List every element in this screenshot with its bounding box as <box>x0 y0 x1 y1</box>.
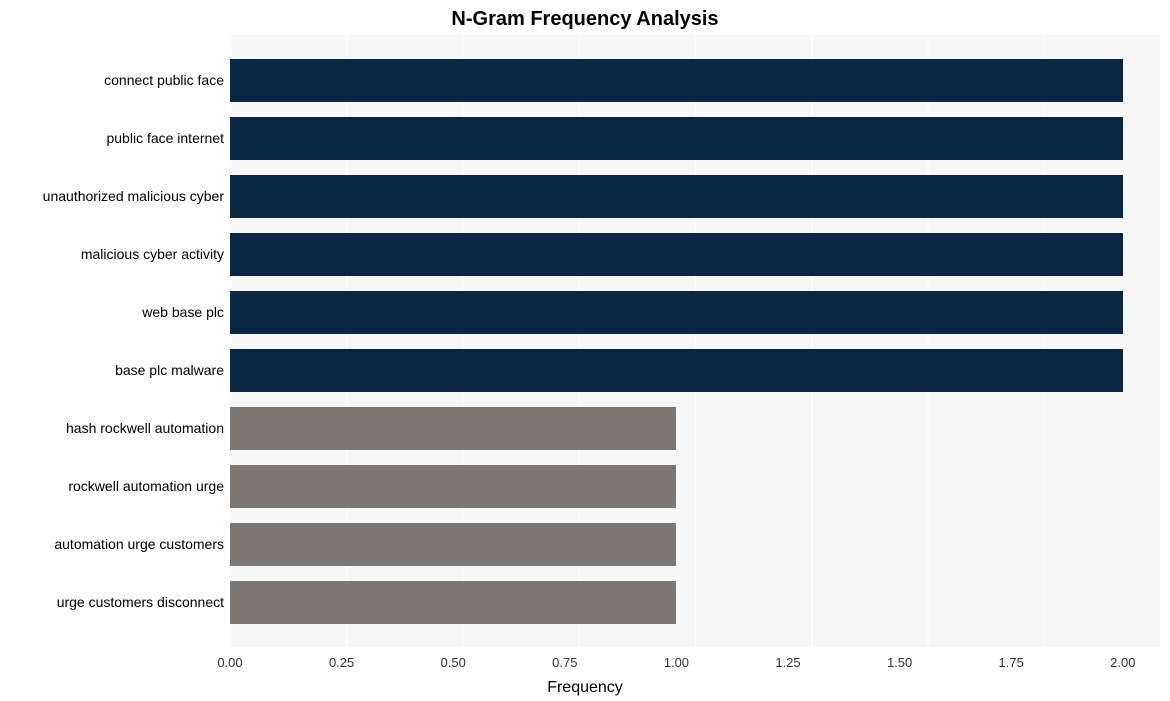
y-category-label: base plc malware <box>10 362 230 378</box>
bar-row: unauthorized malicious cyber <box>10 167 1160 225</box>
bar-track <box>230 341 1160 399</box>
y-category-label: public face internet <box>10 130 230 146</box>
ngram-chart: N-Gram Frequency Analysis connect public… <box>0 0 1170 701</box>
bar <box>230 233 1123 276</box>
bar-row: rockwell automation urge <box>10 457 1160 515</box>
y-category-label: unauthorized malicious cyber <box>10 188 230 204</box>
bar <box>230 523 676 566</box>
y-category-label: web base plc <box>10 304 230 320</box>
bar <box>230 175 1123 218</box>
bar <box>230 291 1123 334</box>
x-tick: 1.00 <box>664 655 689 670</box>
x-tick: 1.75 <box>999 655 1024 670</box>
plot-padding-top <box>10 35 1160 51</box>
bar-track <box>230 51 1160 109</box>
bar <box>230 59 1123 102</box>
x-tick: 1.50 <box>887 655 912 670</box>
plot-padding-bottom <box>10 631 1160 647</box>
y-category-label: hash rockwell automation <box>10 420 230 436</box>
y-category-label: automation urge customers <box>10 536 230 552</box>
bar-row: connect public face <box>10 51 1160 109</box>
bar-track <box>230 109 1160 167</box>
bar-row: base plc malware <box>10 341 1160 399</box>
bar-track <box>230 283 1160 341</box>
y-category-label: rockwell automation urge <box>10 478 230 494</box>
x-axis-ticks: 0.000.250.500.751.001.251.501.752.00 <box>230 655 1160 677</box>
bar-track <box>230 167 1160 225</box>
plot-area: connect public face public face internet u… <box>10 35 1160 645</box>
bar <box>230 581 676 624</box>
bar-row: malicious cyber activity <box>10 225 1160 283</box>
y-category-label: connect public face <box>10 72 230 88</box>
bar-track <box>230 573 1160 631</box>
x-tick: 2.00 <box>1110 655 1135 670</box>
bar <box>230 407 676 450</box>
bar-row: public face internet <box>10 109 1160 167</box>
x-tick: 0.75 <box>552 655 577 670</box>
y-category-label: malicious cyber activity <box>10 246 230 262</box>
bar <box>230 117 1123 160</box>
x-tick: 0.25 <box>329 655 354 670</box>
bar-track <box>230 515 1160 573</box>
bar-track <box>230 225 1160 283</box>
x-tick: 0.50 <box>441 655 466 670</box>
bar <box>230 465 676 508</box>
x-tick: 0.00 <box>217 655 242 670</box>
bar <box>230 349 1123 392</box>
x-tick: 1.25 <box>775 655 800 670</box>
bar-row: web base plc <box>10 283 1160 341</box>
bars-group: connect public face public face internet u… <box>10 51 1160 631</box>
bar-row: automation urge customers <box>10 515 1160 573</box>
chart-title: N-Gram Frequency Analysis <box>10 8 1160 31</box>
bar-track <box>230 399 1160 457</box>
x-axis: 0.00 0.25 0.50 0.75 1.00 1.25 1.50 1.75 2.00 <box>10 647 1160 677</box>
bar-row: urge customers disconnect <box>10 573 1160 631</box>
bar-track <box>230 457 1160 515</box>
y-category-label: urge customers disconnect <box>10 594 230 610</box>
x-axis-title: Frequency <box>10 679 1160 697</box>
bar-row: hash rockwell automation <box>10 399 1160 457</box>
